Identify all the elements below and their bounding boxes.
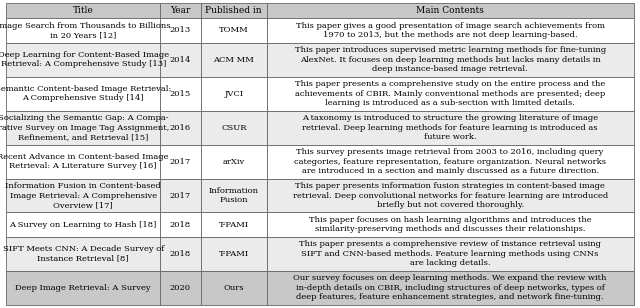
Text: This paper presents information fusion strategies in content-based image
retriev: This paper presents information fusion s… (292, 182, 608, 209)
Bar (6, 144, 160, 179)
Text: Image Search from Thousands to Billions
in 20 Years [12]: Image Search from Thousands to Billions … (0, 22, 170, 39)
Bar (6, 3, 160, 18)
Text: 2017: 2017 (170, 158, 191, 165)
Bar (6, 111, 160, 144)
Text: This paper presents a comprehensive study on the entire process and the
achievem: This paper presents a comprehensive stud… (295, 80, 605, 107)
Bar (160, 144, 201, 179)
Bar (201, 213, 267, 237)
Text: 2013: 2013 (170, 26, 191, 34)
Bar (6, 43, 160, 77)
Text: T-PAMI: T-PAMI (219, 221, 249, 229)
Bar (267, 213, 634, 237)
Text: arXiv: arXiv (223, 158, 245, 165)
Bar (201, 43, 267, 77)
Bar (6, 18, 160, 43)
Text: T-PAMI: T-PAMI (219, 250, 249, 258)
Bar (267, 271, 634, 305)
Bar (6, 77, 160, 111)
Text: This paper focuses on hash learning algorithms and introduces the
similarity-pre: This paper focuses on hash learning algo… (309, 216, 591, 233)
Bar (160, 18, 201, 43)
Bar (201, 179, 267, 213)
Bar (160, 179, 201, 213)
Bar (267, 144, 634, 179)
Text: This survey presents image retrieval from 2003 to 2016, including query
categori: This survey presents image retrieval fro… (294, 148, 606, 175)
Bar (267, 77, 634, 111)
Bar (160, 111, 201, 144)
Text: 2015: 2015 (170, 90, 191, 98)
Text: Published in: Published in (205, 6, 262, 15)
Bar (267, 237, 634, 271)
Bar (201, 18, 267, 43)
Text: 2020: 2020 (170, 284, 191, 292)
Bar (6, 213, 160, 237)
Text: JVCI: JVCI (224, 90, 243, 98)
Bar (160, 3, 201, 18)
Text: 2016: 2016 (170, 124, 191, 132)
Text: This paper gives a good presentation of image search achievements from
1970 to 2: This paper gives a good presentation of … (296, 22, 605, 39)
Bar (160, 271, 201, 305)
Text: TOMM: TOMM (219, 26, 248, 34)
Text: 2017: 2017 (170, 192, 191, 200)
Text: Deep Image Retrieval: A Survey: Deep Image Retrieval: A Survey (15, 284, 151, 292)
Text: 2018: 2018 (170, 221, 191, 229)
Bar (267, 43, 634, 77)
Text: Title: Title (73, 6, 93, 15)
Bar (267, 111, 634, 144)
Bar (267, 3, 634, 18)
Bar (201, 77, 267, 111)
Bar (160, 237, 201, 271)
Text: Year: Year (170, 6, 191, 15)
Text: Socializing the Semantic Gap: A Compa-
rative Survey on Image Tag Assignment,
Re: Socializing the Semantic Gap: A Compa- r… (0, 114, 169, 141)
Text: 2018: 2018 (170, 250, 191, 258)
Bar (160, 213, 201, 237)
Bar (267, 18, 634, 43)
Text: A Survey on Learning to Hash [18]: A Survey on Learning to Hash [18] (10, 221, 157, 229)
Bar (201, 3, 267, 18)
Text: A taxonomy is introduced to structure the growing literature of image
retrieval.: A taxonomy is introduced to structure th… (302, 114, 598, 141)
Text: Recent Advance in Content-based Image
Retrieval: A Literature Survey [16]: Recent Advance in Content-based Image Re… (0, 153, 169, 170)
Bar (160, 77, 201, 111)
Bar (201, 271, 267, 305)
Bar (6, 179, 160, 213)
Text: This paper introduces supervised metric learning methods for fine-tuning
AlexNet: This paper introduces supervised metric … (294, 46, 606, 73)
Text: Deep Learning for Content-Based Image
Retrieval: A Comprehensive Study [13]: Deep Learning for Content-Based Image Re… (0, 51, 169, 68)
Text: Ours: Ours (223, 284, 244, 292)
Text: Semantic Content-based Image Retrieval:
A Comprehensive Study [14]: Semantic Content-based Image Retrieval: … (0, 85, 172, 102)
Text: 2014: 2014 (170, 56, 191, 64)
Text: Information
Fusion: Information Fusion (209, 187, 259, 204)
Bar (6, 271, 160, 305)
Text: Our survey focuses on deep learning methods. We expand the review with
in-depth : Our survey focuses on deep learning meth… (294, 274, 607, 302)
Bar (201, 144, 267, 179)
Text: SIFT Meets CNN: A Decade Survey of
Instance Retrieval [8]: SIFT Meets CNN: A Decade Survey of Insta… (3, 245, 164, 263)
Bar (160, 43, 201, 77)
Text: Main Contents: Main Contents (416, 6, 484, 15)
Text: This paper presents a comprehensive review of instance retrieval using
SIFT and : This paper presents a comprehensive revi… (299, 241, 601, 267)
Bar (6, 237, 160, 271)
Text: Information Fusion in Content-based
Image Retrieval: A Comprehensive
Overview [1: Information Fusion in Content-based Imag… (5, 182, 161, 209)
Bar (201, 111, 267, 144)
Text: ACM MM: ACM MM (213, 56, 254, 64)
Bar (201, 237, 267, 271)
Bar (267, 179, 634, 213)
Text: CSUR: CSUR (221, 124, 246, 132)
